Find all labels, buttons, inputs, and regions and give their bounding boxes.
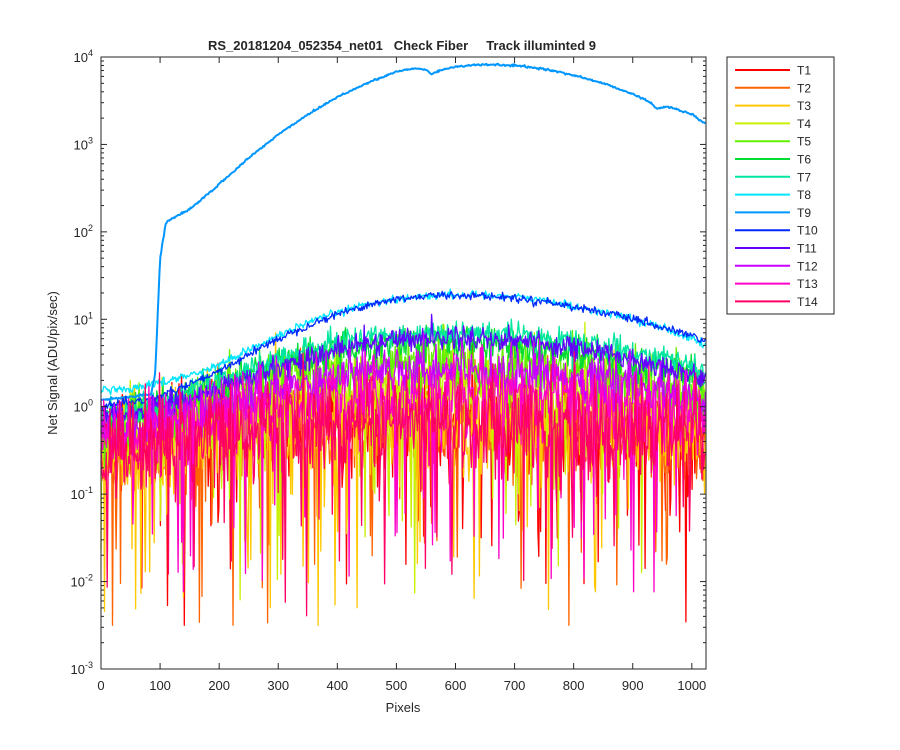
y-tick-label: 101 [74, 310, 93, 327]
x-tick-label: 700 [504, 678, 526, 693]
legend-label-t12: T12 [797, 259, 818, 273]
legend-label-t8: T8 [797, 188, 811, 202]
series-line-t9 [100, 62, 707, 401]
series-line-t14 [100, 351, 707, 617]
legend-label-t3: T3 [797, 99, 811, 113]
y-tick-labels: 10-3 10-2 10-1 100 101 102 103 104 [71, 48, 93, 677]
legend-items: T1 T2 T3 T4 T5 T6 T7 T8 T9 T10 T11 T12 T13 T14 [735, 64, 818, 309]
y-tick-label: 102 [74, 223, 93, 240]
x-axis-label: Pixels [386, 700, 421, 715]
y-tick-label: 10-3 [71, 660, 93, 677]
legend-label-t2: T2 [797, 81, 811, 95]
series-layer [100, 62, 707, 626]
x-tick-labels: 0 100 200 300 400 500 600 700 800 900 1000 [97, 678, 706, 693]
y-tick-label: 103 [74, 135, 93, 152]
y-axis-label: Net Signal (ADU/pix/sec) [45, 291, 60, 435]
x-tick-label: 100 [149, 678, 171, 693]
x-tick-label: 400 [326, 678, 348, 693]
axis-ticks [100, 56, 706, 670]
x-tick-label: 900 [622, 678, 644, 693]
x-tick-label: 300 [267, 678, 289, 693]
legend-label-t4: T4 [797, 117, 811, 131]
legend-label-t14: T14 [797, 295, 818, 309]
legend-box [726, 56, 835, 315]
legend-label-t1: T1 [797, 64, 811, 78]
y-tick-label: 10-1 [71, 485, 93, 502]
x-tick-label: 1000 [677, 678, 706, 693]
x-tick-label: 500 [386, 678, 408, 693]
legend-label-t5: T5 [797, 135, 811, 149]
legend-label-t10: T10 [797, 224, 818, 238]
plot-frame [100, 56, 707, 670]
x-tick-label: 200 [208, 678, 230, 693]
legend-label-t9: T9 [797, 206, 811, 220]
x-tick-label: 0 [97, 678, 104, 693]
series-line-t10 [100, 290, 707, 411]
legend-label-t6: T6 [797, 153, 811, 167]
chart-title: RS_20181204_052354_net01 Check Fiber Tra… [208, 38, 596, 53]
series-line-t13 [100, 343, 707, 593]
legend: T1 T2 T3 T4 T5 T6 T7 T8 T9 T10 T11 T12 T13 T14 [726, 56, 835, 315]
y-tick-label: 100 [74, 398, 93, 415]
x-tick-label: 800 [563, 678, 585, 693]
series-line-t7 [100, 318, 707, 427]
legend-label-t7: T7 [797, 170, 811, 184]
y-tick-label: 104 [74, 48, 93, 65]
y-tick-label: 10-2 [71, 573, 93, 590]
legend-label-t13: T13 [797, 277, 818, 291]
x-tick-label: 600 [445, 678, 467, 693]
legend-label-t11: T11 [797, 242, 817, 256]
